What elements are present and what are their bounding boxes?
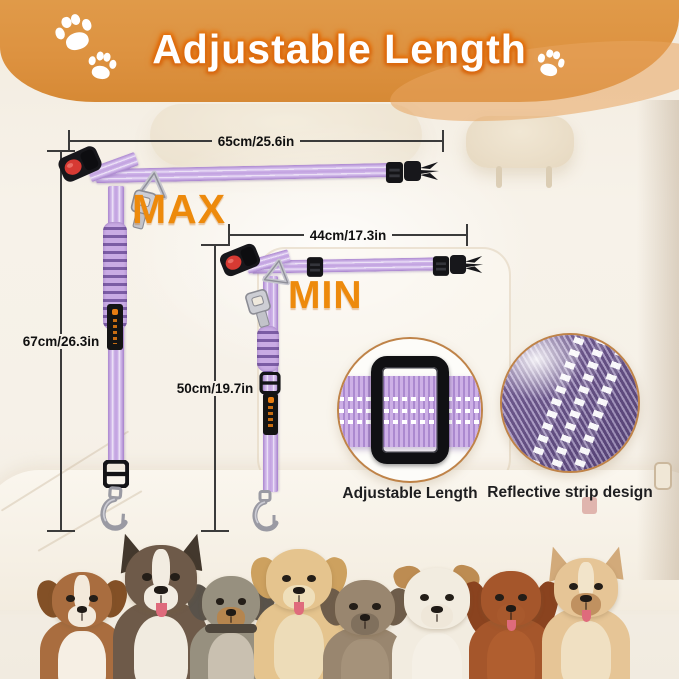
snap-hook-icon [252, 490, 279, 532]
seatbelt-tongue-icon [130, 189, 157, 230]
callout-adjustable-length: Adjustable Length [337, 337, 483, 502]
strap-slider-icon [432, 256, 450, 276]
headrest-post [546, 166, 552, 188]
stitch-line [339, 408, 481, 413]
reflective-webbing-zoom-icon [500, 333, 640, 473]
callout-caption: Reflective strip design [487, 484, 653, 501]
callout-caption: Adjustable Length [342, 485, 478, 502]
brand-patch [107, 304, 123, 350]
snap-hook-icon [100, 486, 128, 531]
slider-buckle-frame [371, 356, 449, 464]
seatbelt-tongue-icon [245, 289, 271, 328]
bungee-section [257, 326, 279, 372]
car-headrest-right [466, 116, 574, 168]
dimension-label: 67cm/26.3in [22, 333, 100, 349]
strap-adjuster-icon [259, 372, 281, 394]
side-release-buckle-icon [220, 243, 260, 277]
strap-slider-zoom-icon [337, 337, 483, 483]
prong-clasp-icon [449, 255, 484, 274]
stitch-line [339, 419, 481, 424]
side-release-buckle-icon [58, 146, 102, 182]
strap-slider-icon [385, 162, 404, 183]
dimension-label: 65cm/25.6in [217, 133, 295, 149]
max-size-label: MAX [132, 186, 227, 232]
dimension-min-vertical: 50cm/19.7in [175, 244, 255, 532]
header-banner [0, 0, 679, 102]
brand-patch [263, 393, 278, 435]
car-door-panel [637, 100, 679, 580]
paw-icon [86, 50, 118, 81]
dimension-max-vertical: 67cm/26.3in [21, 150, 101, 532]
dimension-max-horizontal: 65cm/25.6in [68, 130, 444, 152]
door-latch-detail [654, 462, 672, 490]
dimension-label: 50cm/19.7in [176, 380, 254, 396]
dimension-min-horizontal: 44cm/17.3in [228, 224, 468, 246]
stitch-line [339, 397, 481, 402]
seatbelt-receptacle-detail [582, 497, 597, 514]
strap-slider-icon [306, 257, 324, 277]
triangle-ring-icon [262, 258, 290, 286]
min-size-label: MIN [288, 274, 363, 317]
page-title: Adjustable Length [152, 26, 527, 72]
prong-clasp-icon [404, 161, 439, 181]
callout-reflective-strip: Reflective strip design [487, 333, 653, 501]
strap-adjuster-icon [103, 460, 129, 488]
dimension-label: 44cm/17.3in [309, 227, 387, 243]
